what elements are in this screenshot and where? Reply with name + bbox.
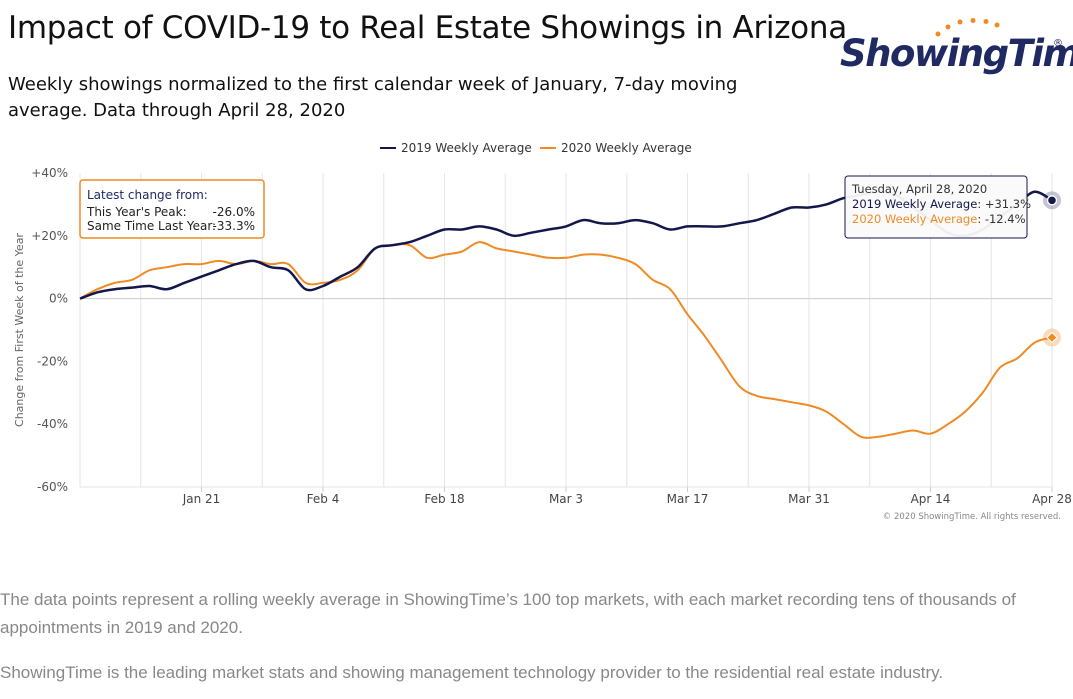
y-tick-label: 0% [49,292,68,306]
x-tick-label: Feb 4 [307,492,340,506]
tooltip-date: Tuesday, April 28, 2020 [851,182,987,196]
x-tick-label: Jan 21 [182,492,221,506]
y-tick-label: -40% [37,417,68,431]
x-tick-label: Apr 28 [1032,492,1072,506]
page-title: Impact of COVID-19 to Real Estate Showin… [8,10,847,46]
info-box-row-label: Same Time Last Year: [87,219,216,233]
y-tick-label: -20% [37,354,68,368]
legend-item-2020[interactable]: 2020 Weekly Average [540,141,692,155]
chart-credits[interactable]: © 2020 ShowingTime. All rights reserved. [883,512,1061,522]
tooltip-line-2020: 2020 Weekly Average: -12.4% [852,212,1026,226]
x-tick-label: Mar 3 [549,492,583,506]
x-tick-label: Mar 31 [788,492,830,506]
marker-2019 [1046,195,1058,206]
y-tick-label: -60% [37,480,68,494]
hover-markers [1043,191,1061,347]
x-tick-label: Feb 18 [424,492,464,506]
tooltip-2020-value: -12.4% [985,212,1026,226]
legend-item-2019[interactable]: 2019 Weekly Average [380,141,532,155]
info-box-row-value: -33.3% [213,219,255,233]
footer-paragraph: The data points represent a rolling week… [0,590,1016,637]
y-axis-tick-labels: +40% +20% 0% -20% -40% -60% [31,166,68,494]
logo-registered-mark: ® [1053,38,1063,49]
info-box-heading: Latest change from: [87,188,208,202]
tooltip-2020-label: 2020 Weekly Average [852,212,977,226]
page-subtitle: Weekly showings normalized to the first … [8,74,738,121]
y-axis-label: Change from First Week of the Year [13,233,26,427]
x-tick-label: Apr 14 [911,492,951,506]
legend-label-2019: 2019 Weekly Average [401,141,532,155]
footer-paragraph: ShowingTime is the leading market stats … [0,663,944,682]
info-box: Latest change from: This Year's Peak: -2… [79,179,265,239]
info-box-row-label: This Year's Peak: [86,205,187,219]
logo-dots-icon [935,18,1000,37]
logo-wordmark: ShowingTime [840,32,1073,75]
marker-2020 [1046,331,1058,344]
x-tick-label: Mar 17 [667,492,709,506]
showings-line-chart[interactable]: +40% +20% 0% -20% -40% -60% Jan 21 Feb 4 Feb 18… [0,130,1073,530]
legend[interactable]: 2019 Weekly Average 2020 Weekly Average [380,141,692,155]
tooltip-2019-label: 2019 Weekly Average [852,197,977,211]
tooltip-line-2019: 2019 Weekly Average: +31.3% [852,197,1031,211]
info-box-row-value: -26.0% [213,205,255,219]
legend-label-2020: 2020 Weekly Average [561,141,692,155]
y-tick-label: +40% [31,166,68,180]
x-axis-tick-labels: Jan 21 Feb 4 Feb 18 Mar 3 Mar 17 Mar 31 Apr 14… [182,487,1072,506]
tooltip: Tuesday, April 28, 2020 2019 Weekly Aver… [844,175,1031,239]
y-tick-label: +20% [31,229,68,243]
tooltip-2019-value: +31.3% [985,197,1031,211]
showingtime-logo[interactable]: ShowingTime ® [838,18,1073,84]
